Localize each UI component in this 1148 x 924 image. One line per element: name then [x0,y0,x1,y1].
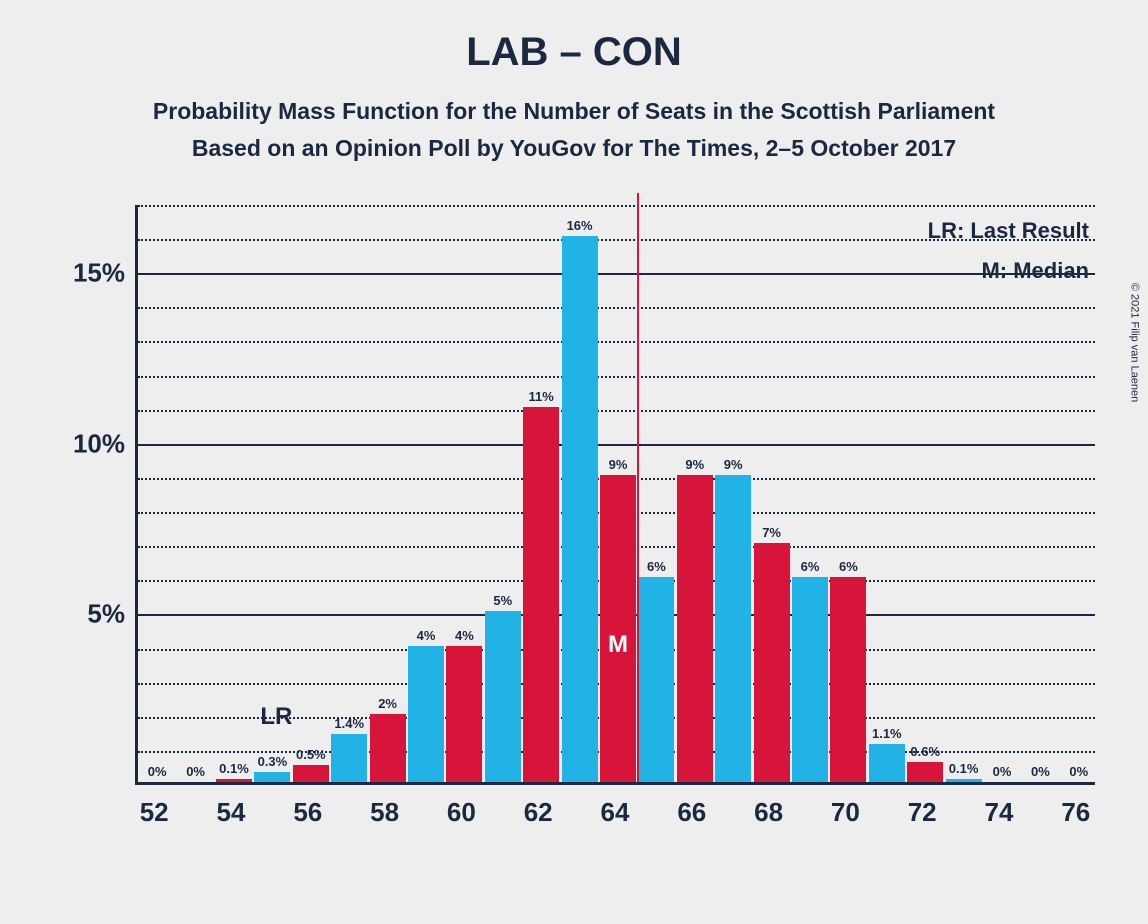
bar-value-label: 1.1% [872,726,902,741]
chart-subtitle-1: Probability Mass Function for the Number… [0,93,1148,130]
x-tick-label: 70 [831,797,860,828]
grid-minor [138,341,1095,343]
bar-value-label: 0.1% [949,761,979,776]
bar-value-label: 2% [378,696,397,711]
x-tick-label: 74 [985,797,1014,828]
bar: 16% [562,236,598,782]
bar-value-label: 0.1% [219,761,249,776]
bar: 0.5% [293,765,329,782]
y-tick-label: 5% [55,599,125,630]
bar-value-label: 9% [609,457,628,472]
bar-value-label: 7% [762,525,781,540]
bar-value-label: 4% [417,628,436,643]
grid-minor [138,239,1095,241]
bar: 6% [638,577,674,782]
x-tick-label: 58 [370,797,399,828]
bar-value-label: 0% [186,764,205,779]
bar: 4% [446,646,482,782]
plot-wrap: LR: Last Result M: Median 0%0%0.1%0.3%0.… [55,205,1105,845]
bar-value-label: 0% [993,764,1012,779]
x-tick-label: 52 [140,797,169,828]
bar-value-label: 0% [1069,764,1088,779]
legend-lr: LR: Last Result [928,211,1089,251]
bar-value-label: 0% [1031,764,1050,779]
plot-area: LR: Last Result M: Median 0%0%0.1%0.3%0.… [135,205,1095,785]
legend-m: M: Median [928,251,1089,291]
x-tick-label: 66 [677,797,706,828]
grid-minor [138,205,1095,207]
bar: 6% [792,577,828,782]
bar-value-label: 16% [567,218,593,233]
bar: 7% [754,543,790,782]
bar: 6% [830,577,866,782]
bar: 1.1% [869,744,905,782]
bar-value-label: 0.5% [296,747,326,762]
chart-title: LAB – CON [0,30,1148,75]
legend: LR: Last Result M: Median [928,211,1089,290]
bar-value-label: 6% [801,559,820,574]
bar-value-label: 0% [148,764,167,779]
bar: 0.1% [946,779,982,782]
grid-minor [138,376,1095,378]
x-tick-label: 64 [601,797,630,828]
bar-value-label: 4% [455,628,474,643]
bar-value-label: 0.3% [258,754,288,769]
y-tick-label: 15% [55,258,125,289]
bar: 0.6% [907,762,943,782]
bar-value-label: 5% [493,593,512,608]
x-tick-label: 68 [754,797,783,828]
bar-value-label: 9% [724,457,743,472]
titles-block: LAB – CON Probability Mass Function for … [0,0,1148,167]
last-result-label: LR [260,703,292,731]
bar-value-label: 11% [529,389,554,404]
bar: 2% [370,714,406,782]
bar: 1.4% [331,734,367,782]
grid-minor [138,410,1095,412]
bar: 9% [677,475,713,782]
bar-value-label: 6% [647,559,666,574]
grid-major [138,444,1095,446]
bar: 0.3% [254,772,290,782]
x-tick-label: 72 [908,797,937,828]
chart-subtitle-2: Based on an Opinion Poll by YouGov for T… [0,130,1148,167]
bar-value-label: 0.6% [910,744,940,759]
bar-value-label: 6% [839,559,858,574]
bar: 9% [600,475,636,782]
x-tick-label: 60 [447,797,476,828]
x-tick-label: 62 [524,797,553,828]
bar: 11% [523,407,559,782]
grid-minor [138,307,1095,309]
bar: 5% [485,611,521,782]
bar: 9% [715,475,751,782]
bar-value-label: 9% [685,457,704,472]
y-tick-label: 10% [55,428,125,459]
copyright-text: © 2021 Filip van Laenen [1128,283,1140,402]
grid-major [138,273,1095,275]
median-line [637,193,639,782]
median-label: M [608,631,628,659]
bar: 0.1% [216,779,252,782]
bar: 4% [408,646,444,782]
x-tick-label: 54 [217,797,246,828]
x-tick-label: 56 [293,797,322,828]
x-tick-label: 76 [1061,797,1090,828]
bar-value-label: 1.4% [334,716,364,731]
